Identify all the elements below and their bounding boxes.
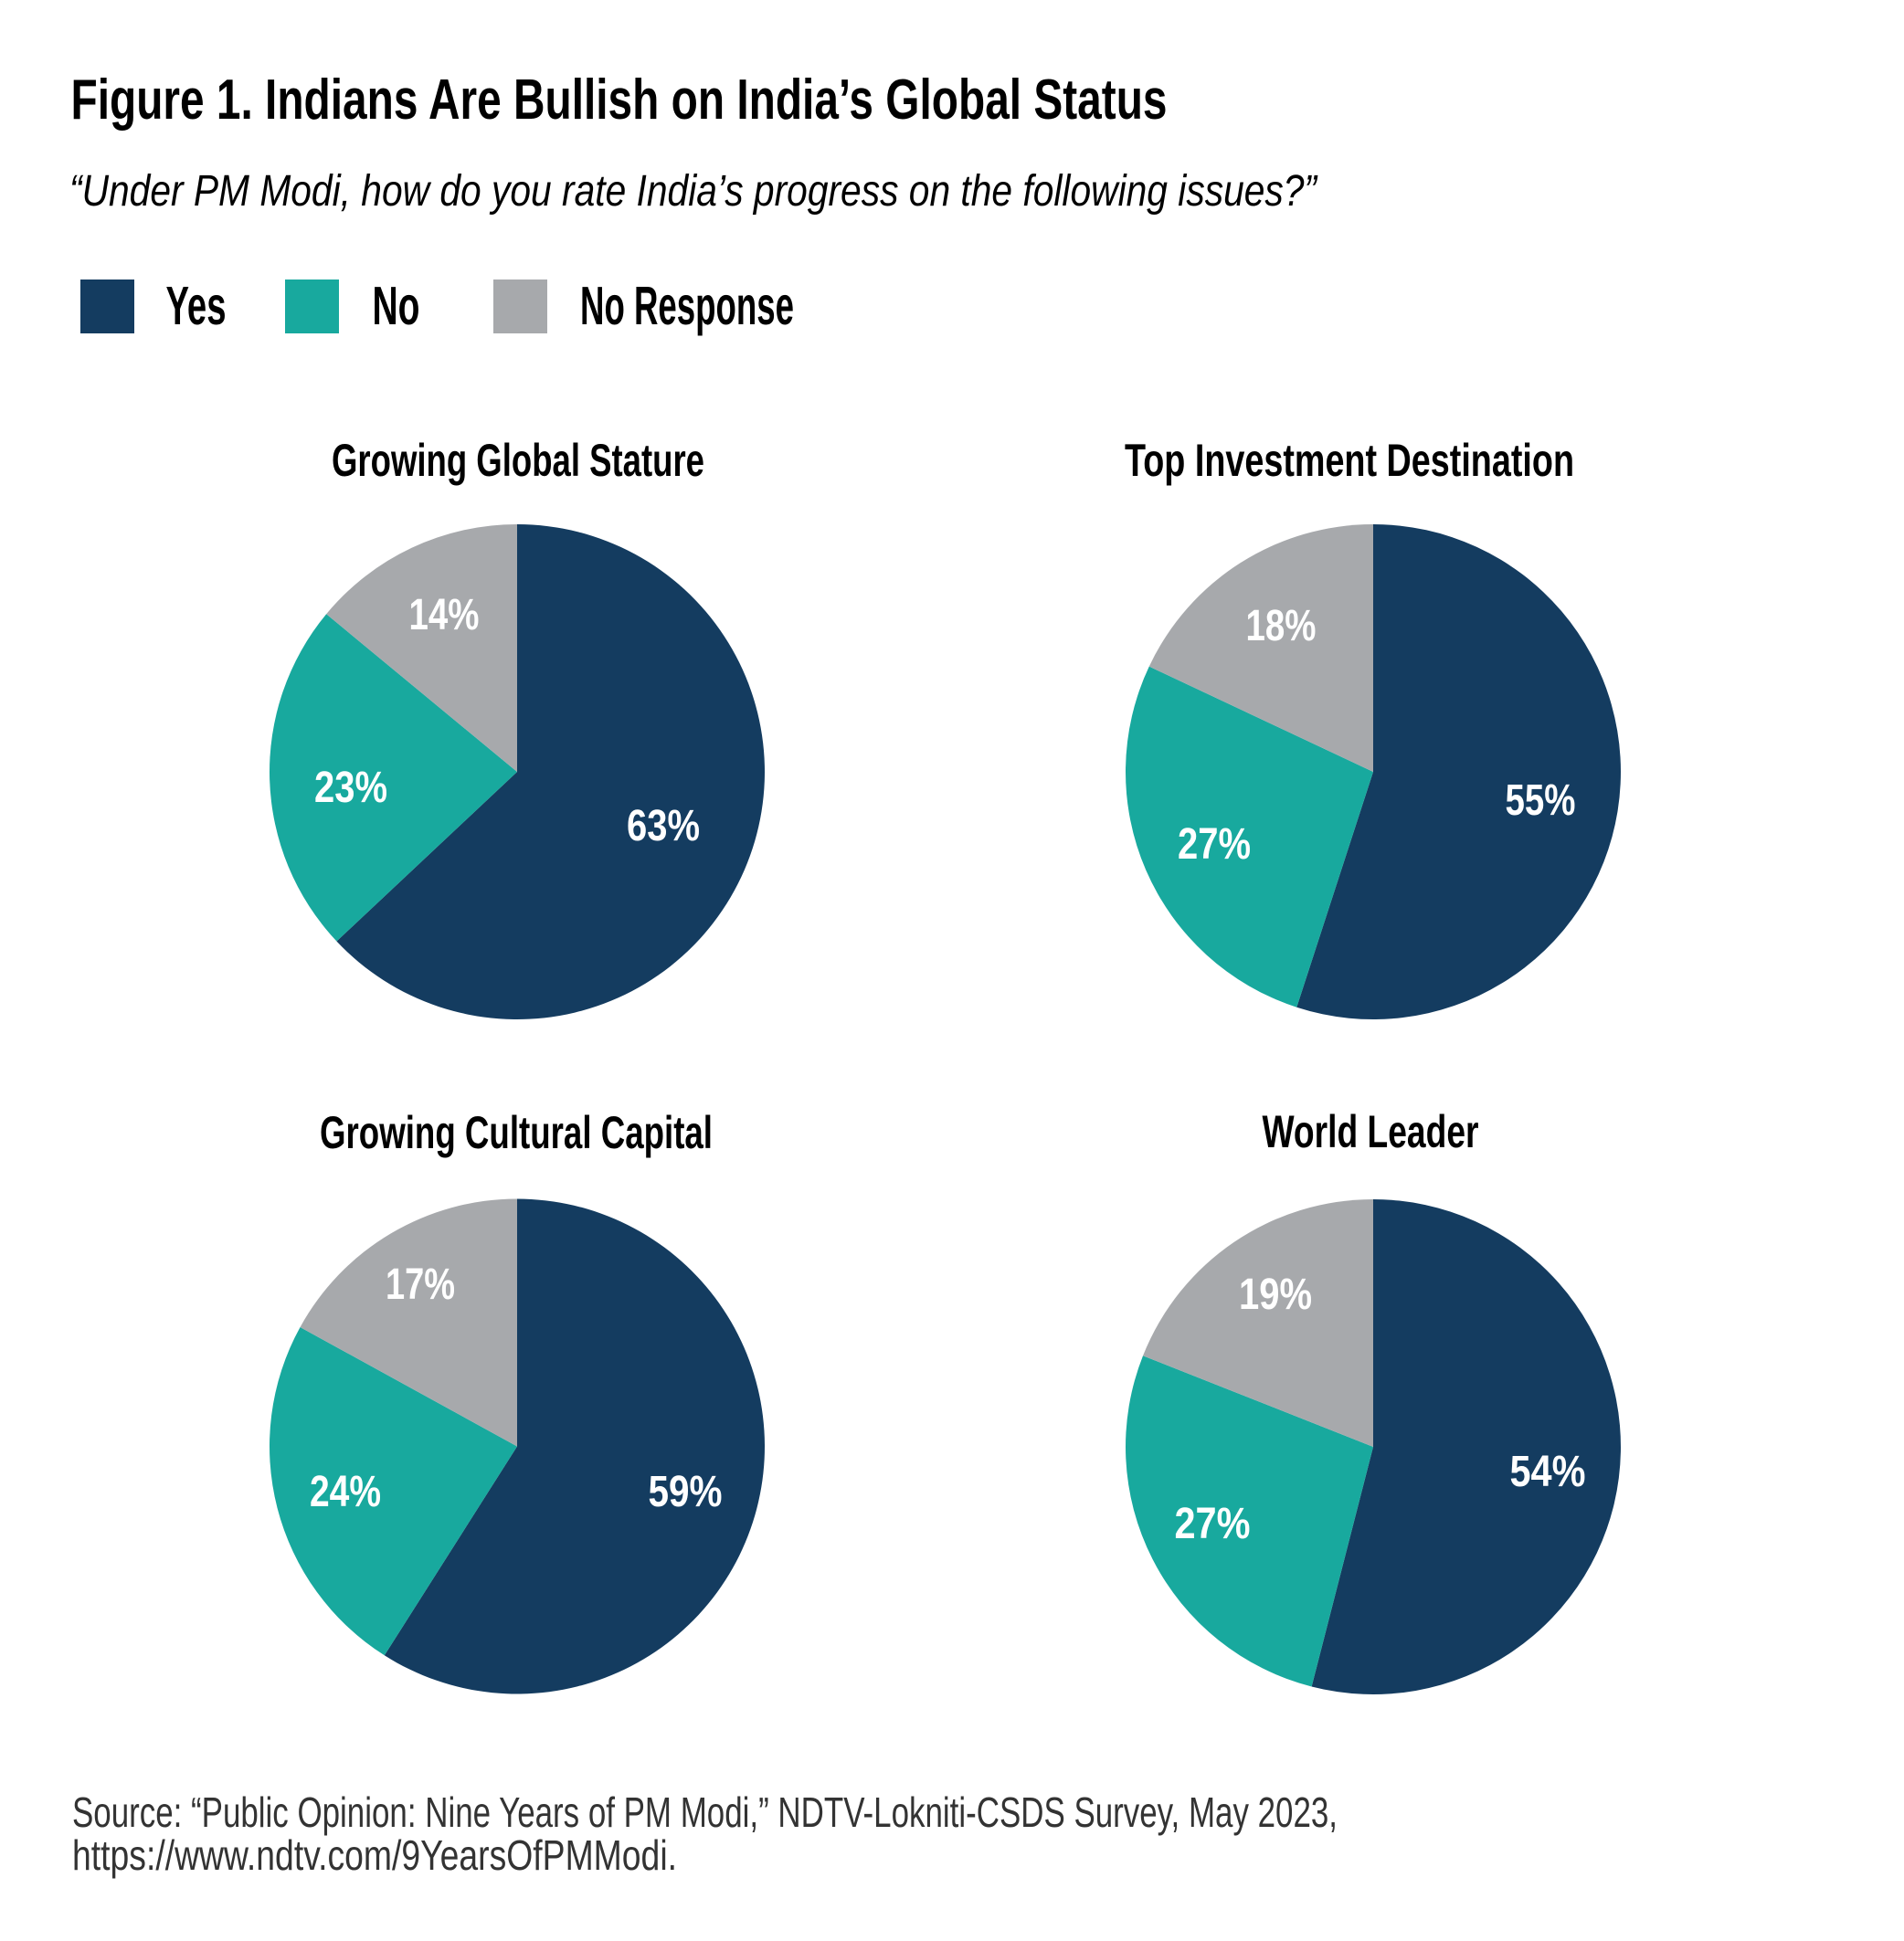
svg-text:14%: 14% bbox=[409, 591, 480, 639]
svg-text:https://www.ndtv.com/9YearsOfP: https://www.ndtv.com/9YearsOfPMModi. bbox=[72, 1831, 677, 1879]
svg-text:27%: 27% bbox=[1178, 820, 1251, 869]
svg-text:World Leader: World Leader bbox=[1263, 1106, 1479, 1157]
svg-text:No: No bbox=[373, 276, 420, 336]
svg-text:Top Investment Destination: Top Investment Destination bbox=[1125, 435, 1574, 486]
svg-text:No Response: No Response bbox=[580, 276, 794, 336]
svg-text:17%: 17% bbox=[386, 1261, 455, 1309]
svg-text:18%: 18% bbox=[1246, 602, 1317, 650]
svg-text:59%: 59% bbox=[649, 1468, 723, 1516]
svg-text:Growing Global Stature: Growing Global Stature bbox=[332, 435, 704, 486]
svg-text:27%: 27% bbox=[1175, 1500, 1251, 1548]
svg-text:Source: “Public Opinion: Nine: Source: “Public Opinion: Nine Years of P… bbox=[72, 1788, 1338, 1836]
svg-text:Figure 1. Indians Are Bullish: Figure 1. Indians Are Bullish on India’s… bbox=[71, 69, 1168, 132]
svg-text:19%: 19% bbox=[1239, 1271, 1312, 1319]
svg-text:23%: 23% bbox=[314, 764, 387, 812]
svg-text:24%: 24% bbox=[310, 1468, 381, 1516]
svg-text:54%: 54% bbox=[1510, 1448, 1586, 1496]
svg-text:Growing Cultural Capital: Growing Cultural Capital bbox=[320, 1107, 713, 1158]
svg-text:Yes: Yes bbox=[166, 276, 227, 336]
svg-text:“Under PM Modi, how do you rat: “Under PM Modi, how do you rate India’s … bbox=[69, 167, 1318, 216]
svg-text:55%: 55% bbox=[1506, 776, 1576, 825]
svg-text:63%: 63% bbox=[627, 802, 700, 850]
